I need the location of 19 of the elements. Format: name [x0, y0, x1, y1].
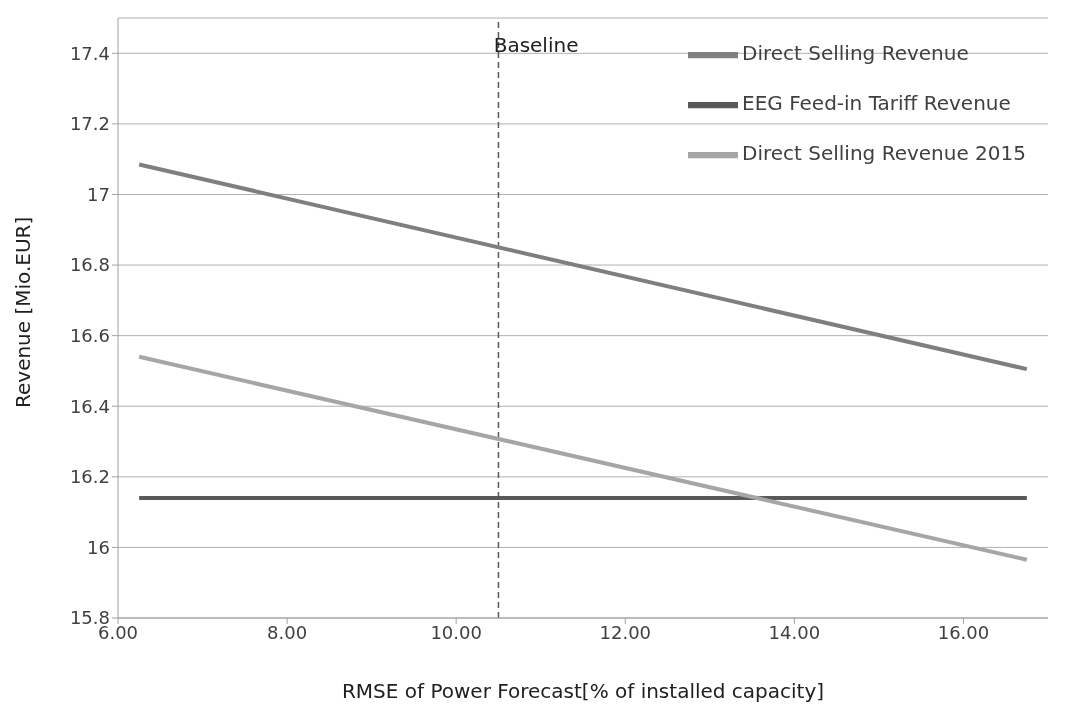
x-axis-title: RMSE of Power Forecast[% of installed capacity] — [341, 679, 825, 703]
legend-label: Direct Selling Revenue 2015 — [742, 140, 1026, 165]
y-tick-label: 17.2 — [69, 113, 110, 135]
y-tick-label: 17.4 — [69, 42, 110, 64]
x-tick-label: 12.00 — [599, 621, 652, 643]
y-tick-label: 16.2 — [69, 466, 110, 488]
x-tick-label: 16.00 — [937, 621, 990, 643]
x-tick-label: 14.00 — [768, 621, 821, 643]
y-tick-label: 16.6 — [69, 325, 110, 347]
legend-label: EEG Feed-in Tariff Revenue — [742, 90, 1011, 115]
x-tick-label: 10.00 — [430, 621, 482, 643]
y-tick-label: 16 — [87, 536, 110, 558]
x-tick-label: 8.00 — [267, 621, 308, 643]
ref-line-label: Baseline — [493, 33, 579, 58]
y-axis-title: Revenue [Mio.EUR] — [11, 216, 36, 408]
legend-label: Direct Selling Revenue — [742, 40, 969, 65]
y-tick-label: 17 — [87, 183, 110, 205]
y-tick-label: 16.8 — [69, 254, 110, 276]
y-tick-label: 16.4 — [69, 395, 110, 417]
